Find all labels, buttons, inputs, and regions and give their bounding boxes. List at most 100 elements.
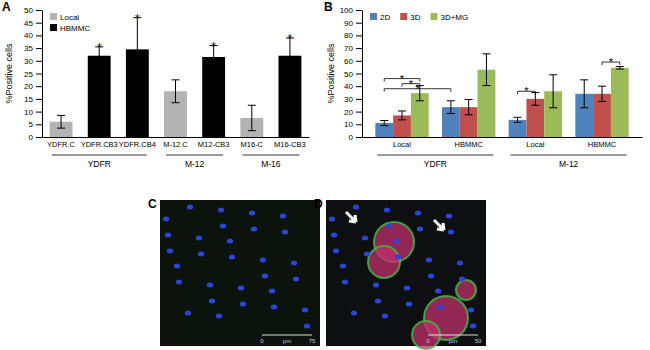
legend-label: 3D — [410, 13, 420, 22]
nucleus — [209, 299, 215, 304]
y-tick-label: 80 — [344, 31, 353, 40]
y-tick-mark — [356, 35, 362, 36]
nucleus — [163, 217, 169, 222]
x-tick: M16-C — [241, 140, 264, 149]
x-tick: Local — [393, 140, 411, 149]
significance-star: * — [135, 12, 140, 26]
nucleus — [395, 255, 401, 260]
bar — [611, 68, 629, 137]
nucleus — [373, 283, 379, 288]
y-tick-mark — [36, 74, 42, 75]
y-tick: 40 — [344, 82, 362, 91]
x-tick-label: YDFR.CB3 — [81, 140, 118, 149]
error-bar — [514, 117, 522, 122]
x-tick: M12-CB3 — [198, 140, 230, 149]
x-tick: Local — [526, 140, 544, 149]
arrow — [346, 212, 356, 222]
error-bar — [482, 54, 490, 86]
nucleus — [227, 239, 233, 244]
panel-label: D — [314, 197, 323, 211]
bar — [88, 56, 111, 137]
nucleus — [280, 214, 286, 219]
x-tick: YDFR.C — [47, 140, 76, 149]
micrograph-background — [160, 200, 320, 346]
nucleus — [364, 252, 370, 257]
nucleus — [384, 208, 390, 213]
group-label: YDFR — [88, 159, 111, 169]
y-tick: 70 — [344, 44, 362, 53]
y-tick: 30 — [344, 95, 362, 104]
y-tick-mark — [36, 99, 42, 100]
legend: 2D 3D 3D+MG — [370, 13, 468, 22]
legend-swatch — [400, 13, 407, 20]
y-tick-mark — [36, 10, 42, 11]
legend-item: Local — [50, 13, 79, 22]
y-tick-label: 50 — [344, 70, 353, 79]
y-tick: 0 — [29, 133, 42, 142]
nucleus — [435, 289, 441, 294]
y-axis-line — [42, 11, 43, 138]
y-tick: 45 — [24, 19, 42, 28]
y-tick-label: 70 — [344, 44, 353, 53]
nucleus — [329, 217, 335, 222]
error-bar — [248, 105, 256, 130]
nucleus — [417, 227, 423, 232]
error-bar — [549, 75, 557, 108]
group-label: M-12 — [559, 159, 579, 169]
nucleus — [291, 261, 297, 266]
y-tick: 35 — [24, 44, 42, 53]
y-tick-label: 25 — [24, 70, 33, 79]
nucleus — [448, 230, 454, 235]
y-tick: 90 — [344, 19, 362, 28]
nucleus — [375, 299, 381, 304]
error-bar — [598, 86, 606, 101]
group-label: YDFR — [424, 159, 447, 169]
y-tick-mark — [356, 86, 362, 87]
y-tick-label: 30 — [24, 57, 33, 66]
x-axis-line — [43, 137, 310, 138]
significance-star: * — [211, 40, 216, 54]
nucleus — [406, 302, 412, 307]
x-tick-label: Local — [393, 140, 411, 149]
legend: Local HBMMC — [50, 13, 90, 33]
nucleus — [260, 258, 266, 263]
legend-item: 3D+MG — [430, 13, 468, 22]
nucleus — [428, 274, 434, 279]
scale-bar-label: 0 — [260, 338, 264, 344]
x-tick-label: M-12.C — [163, 140, 188, 149]
error-bar — [447, 101, 455, 114]
y-tick-label: 0 — [349, 133, 354, 142]
figure: 05101520253035404550YDFR.CYDFR.CB3YDFR.C… — [0, 0, 650, 350]
y-tick: 50 — [344, 70, 362, 79]
y-tick-label: 45 — [24, 19, 33, 28]
x-tick-label: M16-CB3 — [274, 140, 306, 149]
error-bar — [580, 80, 588, 108]
nucleus — [331, 233, 337, 238]
significance-star: * — [288, 32, 293, 46]
y-tick-mark — [36, 86, 42, 87]
nucleus — [426, 258, 432, 263]
panel-label: C — [148, 197, 157, 211]
nucleus — [262, 274, 268, 279]
y-tick-mark — [356, 10, 362, 11]
y-tick: 30 — [24, 57, 42, 66]
error-bar — [133, 18, 141, 82]
panel-label: B — [324, 0, 333, 14]
y-tick-label: 0 — [29, 133, 34, 142]
marks — [375, 54, 628, 137]
y-tick: 40 — [24, 31, 42, 40]
legend-item: HBMMC — [50, 24, 90, 33]
scale-bar-label: μm — [283, 338, 291, 344]
x-tick-label: M12-CB3 — [198, 140, 230, 149]
y-tick: 10 — [344, 120, 362, 129]
y-tick: 50 — [24, 6, 42, 15]
nucleus — [302, 308, 308, 313]
nucleus — [174, 264, 180, 269]
significance-star: * — [97, 41, 102, 55]
marks — [50, 18, 302, 137]
y-tick-label: 40 — [344, 82, 353, 91]
nucleus — [240, 302, 246, 307]
scale-bar-label: 50 — [475, 338, 482, 344]
y-tick: 100 — [340, 6, 362, 15]
legend-item: 2D — [370, 13, 390, 22]
